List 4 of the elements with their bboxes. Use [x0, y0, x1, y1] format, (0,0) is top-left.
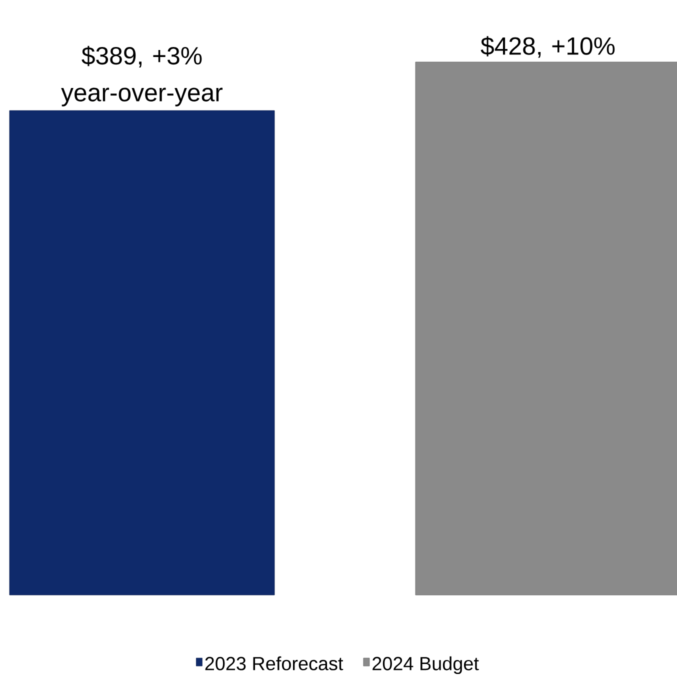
- data-label: $389, +3% year-over-year: [61, 46, 223, 106]
- legend-label: 2023 Reforecast: [205, 656, 344, 670]
- data-label: $428, +10%: [480, 36, 615, 58]
- legend-label: 2024 Budget: [372, 656, 479, 674]
